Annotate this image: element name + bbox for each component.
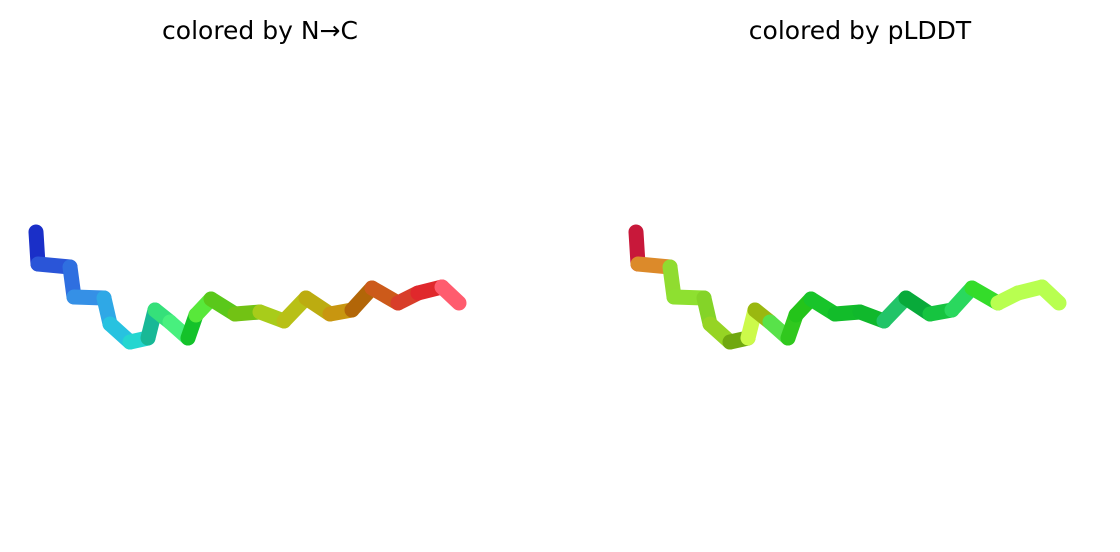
panel-plddt: colored by pLDDT bbox=[600, 0, 1120, 552]
backbone-segment bbox=[434, 279, 467, 311]
backbone-trace-n-to-c bbox=[28, 224, 467, 350]
backbone-trace-plddt bbox=[628, 224, 1067, 350]
panel-title: colored by N→C bbox=[162, 16, 358, 45]
panel-title: colored by pLDDT bbox=[748, 16, 972, 45]
backbone-segment bbox=[1034, 279, 1067, 311]
panel-n-to-c: colored by N→C bbox=[0, 0, 520, 552]
